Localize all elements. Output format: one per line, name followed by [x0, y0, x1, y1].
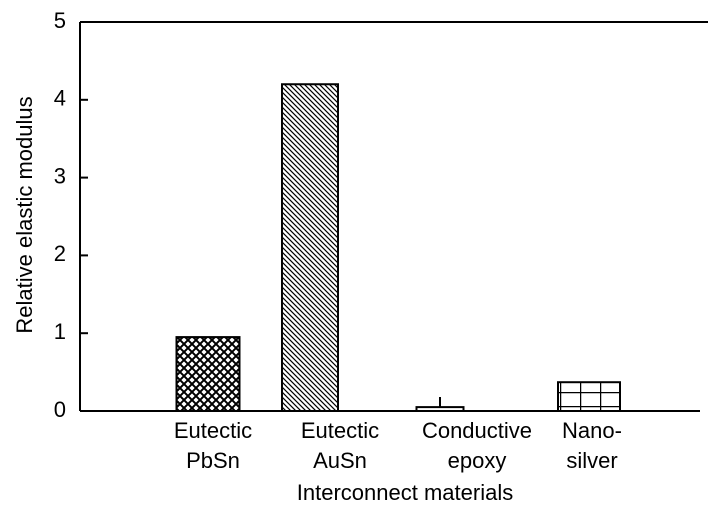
x-tick-label: epoxy: [448, 448, 507, 473]
x-tick-label: PbSn: [186, 448, 240, 473]
y-tick-label: 2: [54, 241, 66, 266]
y-axis-label: Relative elastic modulus: [12, 96, 37, 333]
y-tick-label: 1: [54, 319, 66, 344]
x-tick-label: silver: [566, 448, 617, 473]
x-tick-label: Conductive: [422, 418, 532, 443]
bar: [281, 83, 339, 413]
y-tick-label: 0: [54, 397, 66, 422]
x-tick-label: Eutectic: [301, 418, 379, 443]
y-tick-label: 4: [54, 86, 66, 111]
x-tick-label: Eutectic: [174, 418, 252, 443]
bar: [557, 381, 621, 412]
bar: [415, 406, 465, 412]
x-tick-label: AuSn: [313, 448, 367, 473]
bar: [175, 336, 241, 412]
y-tick-label: 5: [54, 8, 66, 33]
x-axis-label: Interconnect materials: [297, 480, 513, 505]
y-tick-label: 3: [54, 163, 66, 188]
x-tick-label: Nano-: [562, 418, 622, 443]
